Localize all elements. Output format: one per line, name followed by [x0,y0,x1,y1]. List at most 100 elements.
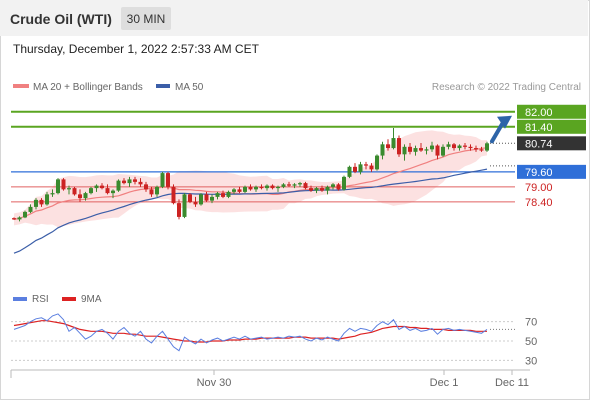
level-label-pivot: 79.60 [525,167,553,179]
candle-body [474,148,478,150]
ma50-line [13,168,488,254]
candle-body [221,193,225,197]
candle-body [188,194,192,202]
candle-body [171,186,176,204]
candle-body [402,146,407,155]
candle-body [292,184,297,186]
candle-body [100,185,104,189]
candle-body [463,145,467,147]
candle-body [446,144,451,147]
candle-body [160,173,165,187]
candle-body [298,183,302,185]
candle-body [45,194,49,205]
candle-body [408,146,412,152]
instrument-title: Crude Oil (WTI) [10,11,112,27]
candle-body [210,196,214,201]
level-label-last_price: 80.74 [525,138,553,150]
credit-label: Research © 2022 Trading Central [432,82,581,93]
candle-body [386,144,390,149]
candle-body [314,188,319,191]
level-label-box [517,136,586,151]
x-axis: Nov 30 Dec 1 Dec 11 [197,370,529,389]
candle-body [276,186,280,189]
timestamp: Thursday, December 1, 2022 2:57:33 AM CE… [13,42,259,56]
moving-averages [13,147,488,254]
bollinger-bands [14,130,487,228]
candle-body [166,173,170,187]
forecast-arrowhead [497,115,512,129]
candle-body [270,185,275,189]
candle-body [424,149,429,151]
candle-body [336,184,341,190]
candle-body [243,186,247,192]
candle-body [369,165,374,170]
candle-body [259,186,264,189]
candle-body [413,148,418,152]
level-label-box [517,164,586,179]
candle-body [232,189,236,192]
x-tick-label: Dec 11 [495,377,529,389]
candle-body [122,180,126,184]
candle-body [23,211,27,218]
candle-body [331,184,335,187]
rsi-panel: 70 50 30 [11,313,537,367]
candle-body [430,145,434,150]
rsi-tick-label: 50 [525,336,537,348]
candle-body [28,206,33,212]
candle-body [144,184,148,190]
forecast-arrow [490,115,512,144]
candle-body [215,193,220,197]
rsi-line [13,313,488,352]
ma20-legend-label: MA 20 + Bollinger Bands [33,82,143,93]
level-label-support: 79.00 [525,182,553,194]
candle-body [204,194,209,201]
candle-body [39,199,44,205]
candle-body [485,143,489,151]
ma9-legend-label: 9MA [81,294,102,305]
level-label-box [517,119,586,134]
candle-body [375,155,379,170]
level-label-support: 78.40 [525,197,553,209]
candle-body [17,217,22,220]
candle-body [78,194,82,199]
candle-body [441,146,445,156]
candle-body [435,145,440,156]
candle-body [347,166,352,177]
rsi-tick-label: 30 [525,355,537,367]
timeframe-label: 30 MIN [126,12,166,26]
level-label-resistance: 82.00 [525,107,553,119]
candle-body [177,203,181,217]
candle-body [94,185,99,189]
candle-body [358,164,363,172]
candle-body [149,189,154,195]
candle-body [12,218,16,220]
rsi-tick-label: 70 [525,317,537,329]
candle-body [479,149,484,151]
candle-body [116,180,121,191]
candle-body [56,179,60,194]
rsi-legend-label: RSI [32,294,49,305]
candle-body [309,188,313,191]
candle-body [364,164,368,166]
candle-body [50,193,55,195]
candle-body [182,194,187,217]
candle-body [320,188,324,191]
candle-body [391,138,396,149]
candle-body [287,184,291,186]
candle-body [452,144,456,149]
ma9-legend-swatch [62,297,76,301]
bollinger-band-area [14,130,487,228]
candle-body [265,185,269,189]
candle-body [89,188,93,194]
timeframe-button[interactable]: 30 MIN [121,7,171,30]
candle-body [138,181,143,185]
candle-body [281,184,286,187]
candle-body [72,188,77,195]
level-labels: 82.00 81.40 80.74 79.60 79.00 78.40 [517,104,586,209]
candle-body [83,193,88,199]
candle-body [353,166,357,172]
candle-body [199,194,203,205]
candle-body [61,179,66,190]
candle-body [34,199,38,207]
